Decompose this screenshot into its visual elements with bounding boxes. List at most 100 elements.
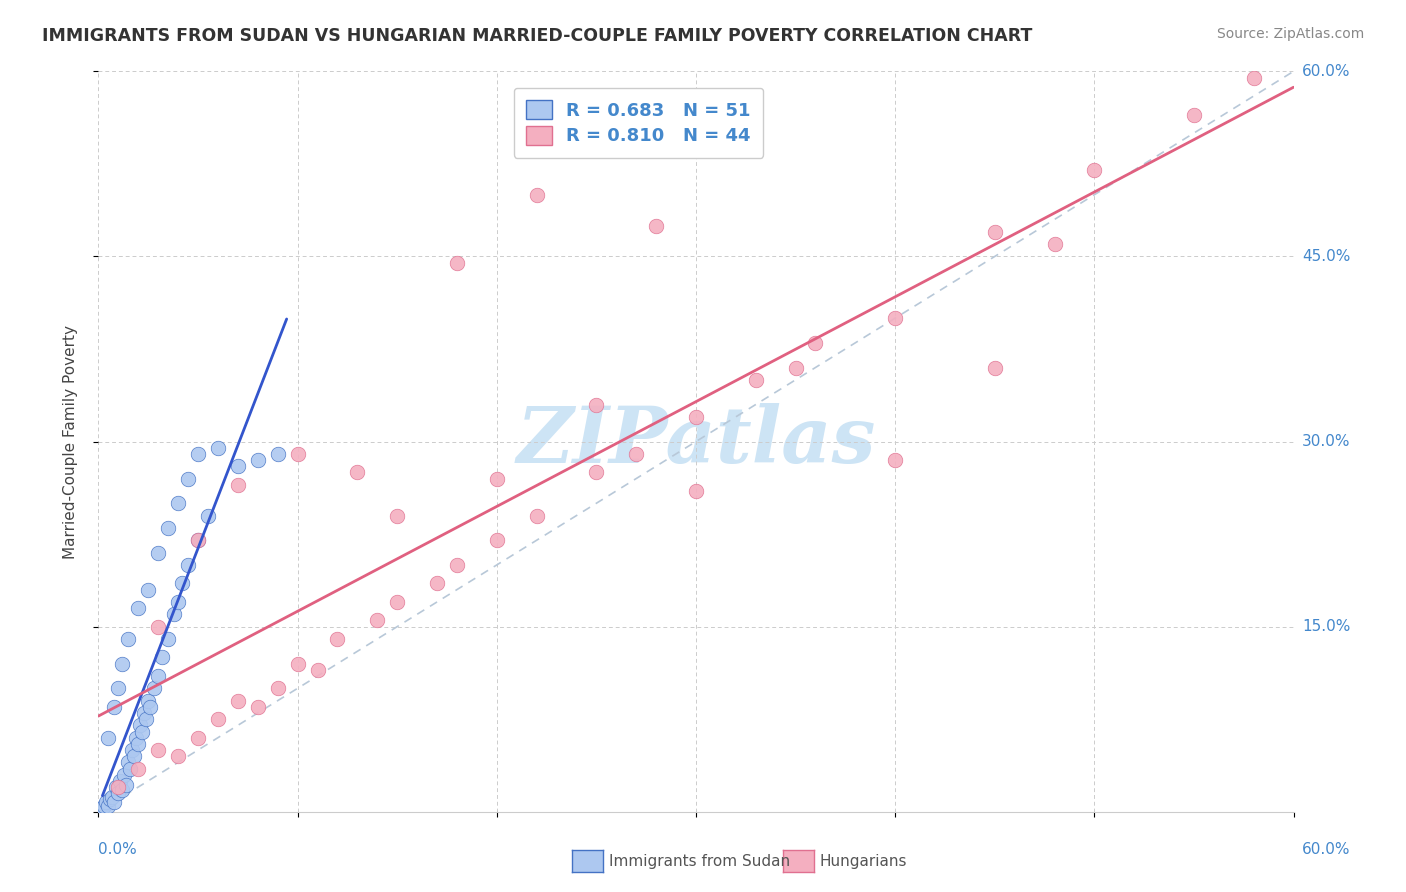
- Point: [187, 447, 209, 461]
- Y-axis label: Married-Couple Family Poverty: Married-Couple Family Poverty: [63, 325, 77, 558]
- Point: [172, 576, 194, 591]
- Point: [226, 694, 249, 708]
- Point: [127, 601, 149, 615]
- Point: [167, 496, 190, 510]
- Point: [1043, 237, 1066, 252]
- Point: [385, 508, 409, 523]
- Point: [645, 219, 668, 233]
- Point: [131, 724, 153, 739]
- Text: 45.0%: 45.0%: [1302, 249, 1350, 264]
- Point: [984, 225, 1007, 239]
- Point: [585, 398, 607, 412]
- Point: [127, 762, 149, 776]
- Text: Source: ZipAtlas.com: Source: ZipAtlas.com: [1216, 27, 1364, 41]
- Text: 15.0%: 15.0%: [1302, 619, 1350, 634]
- Text: Immigrants from Sudan: Immigrants from Sudan: [609, 855, 790, 869]
- Point: [143, 681, 166, 696]
- Point: [148, 619, 170, 633]
- Point: [96, 795, 118, 809]
- Text: IMMIGRANTS FROM SUDAN VS HUNGARIAN MARRIED-COUPLE FAMILY POVERTY CORRELATION CHA: IMMIGRANTS FROM SUDAN VS HUNGARIAN MARRI…: [42, 27, 1032, 45]
- Point: [177, 558, 200, 572]
- Point: [125, 731, 148, 745]
- Point: [177, 471, 200, 485]
- Point: [246, 453, 269, 467]
- Point: [150, 650, 173, 665]
- Point: [485, 471, 508, 485]
- Point: [884, 311, 907, 326]
- Point: [526, 187, 548, 202]
- Point: [107, 786, 129, 800]
- Text: 30.0%: 30.0%: [1302, 434, 1350, 449]
- Point: [103, 699, 125, 714]
- Point: [139, 699, 162, 714]
- Point: [226, 477, 249, 491]
- Point: [426, 576, 449, 591]
- Point: [167, 595, 190, 609]
- Point: [105, 780, 128, 794]
- Point: [112, 767, 135, 781]
- Point: [163, 607, 186, 622]
- Point: [226, 459, 249, 474]
- Point: [745, 373, 768, 387]
- Point: [626, 447, 648, 461]
- Point: [785, 360, 807, 375]
- Point: [103, 795, 125, 809]
- Point: [187, 533, 209, 548]
- Point: [124, 749, 146, 764]
- Point: [148, 545, 170, 560]
- Point: [120, 762, 142, 776]
- Text: 0.0%: 0.0%: [98, 842, 138, 857]
- Point: [307, 663, 329, 677]
- Point: [91, 801, 114, 815]
- Point: [485, 533, 508, 548]
- Point: [585, 466, 607, 480]
- Point: [385, 595, 409, 609]
- Point: [366, 614, 388, 628]
- Point: [127, 737, 149, 751]
- Point: [148, 669, 170, 683]
- Point: [110, 773, 132, 788]
- Point: [97, 798, 120, 813]
- Text: 60.0%: 60.0%: [1302, 64, 1350, 78]
- Point: [804, 335, 827, 350]
- Point: [107, 681, 129, 696]
- Point: [1083, 163, 1105, 178]
- Point: [446, 255, 468, 269]
- Text: Hungarians: Hungarians: [820, 855, 907, 869]
- Point: [121, 743, 143, 757]
- Point: [111, 782, 134, 797]
- Point: [346, 466, 368, 480]
- Point: [187, 533, 209, 548]
- Point: [117, 632, 139, 646]
- Point: [984, 360, 1007, 375]
- Point: [136, 582, 159, 597]
- Point: [97, 731, 120, 745]
- Point: [93, 798, 115, 813]
- Point: [326, 632, 349, 646]
- Point: [287, 447, 309, 461]
- Point: [685, 409, 707, 424]
- Point: [148, 743, 170, 757]
- Point: [1243, 70, 1265, 85]
- Point: [115, 778, 138, 792]
- Point: [207, 712, 229, 726]
- Point: [446, 558, 468, 572]
- Point: [98, 792, 122, 806]
- Point: [1182, 107, 1205, 121]
- Point: [157, 521, 180, 535]
- Point: [287, 657, 309, 671]
- Point: [267, 681, 290, 696]
- Text: 60.0%: 60.0%: [1302, 842, 1350, 857]
- Point: [101, 789, 124, 804]
- Text: ZIPatlas: ZIPatlas: [516, 403, 876, 480]
- Point: [685, 483, 707, 498]
- Point: [135, 712, 157, 726]
- Point: [111, 657, 134, 671]
- Point: [129, 718, 152, 732]
- Point: [246, 699, 269, 714]
- Point: [157, 632, 180, 646]
- Point: [167, 749, 190, 764]
- Point: [117, 756, 139, 770]
- Point: [526, 508, 548, 523]
- Point: [187, 731, 209, 745]
